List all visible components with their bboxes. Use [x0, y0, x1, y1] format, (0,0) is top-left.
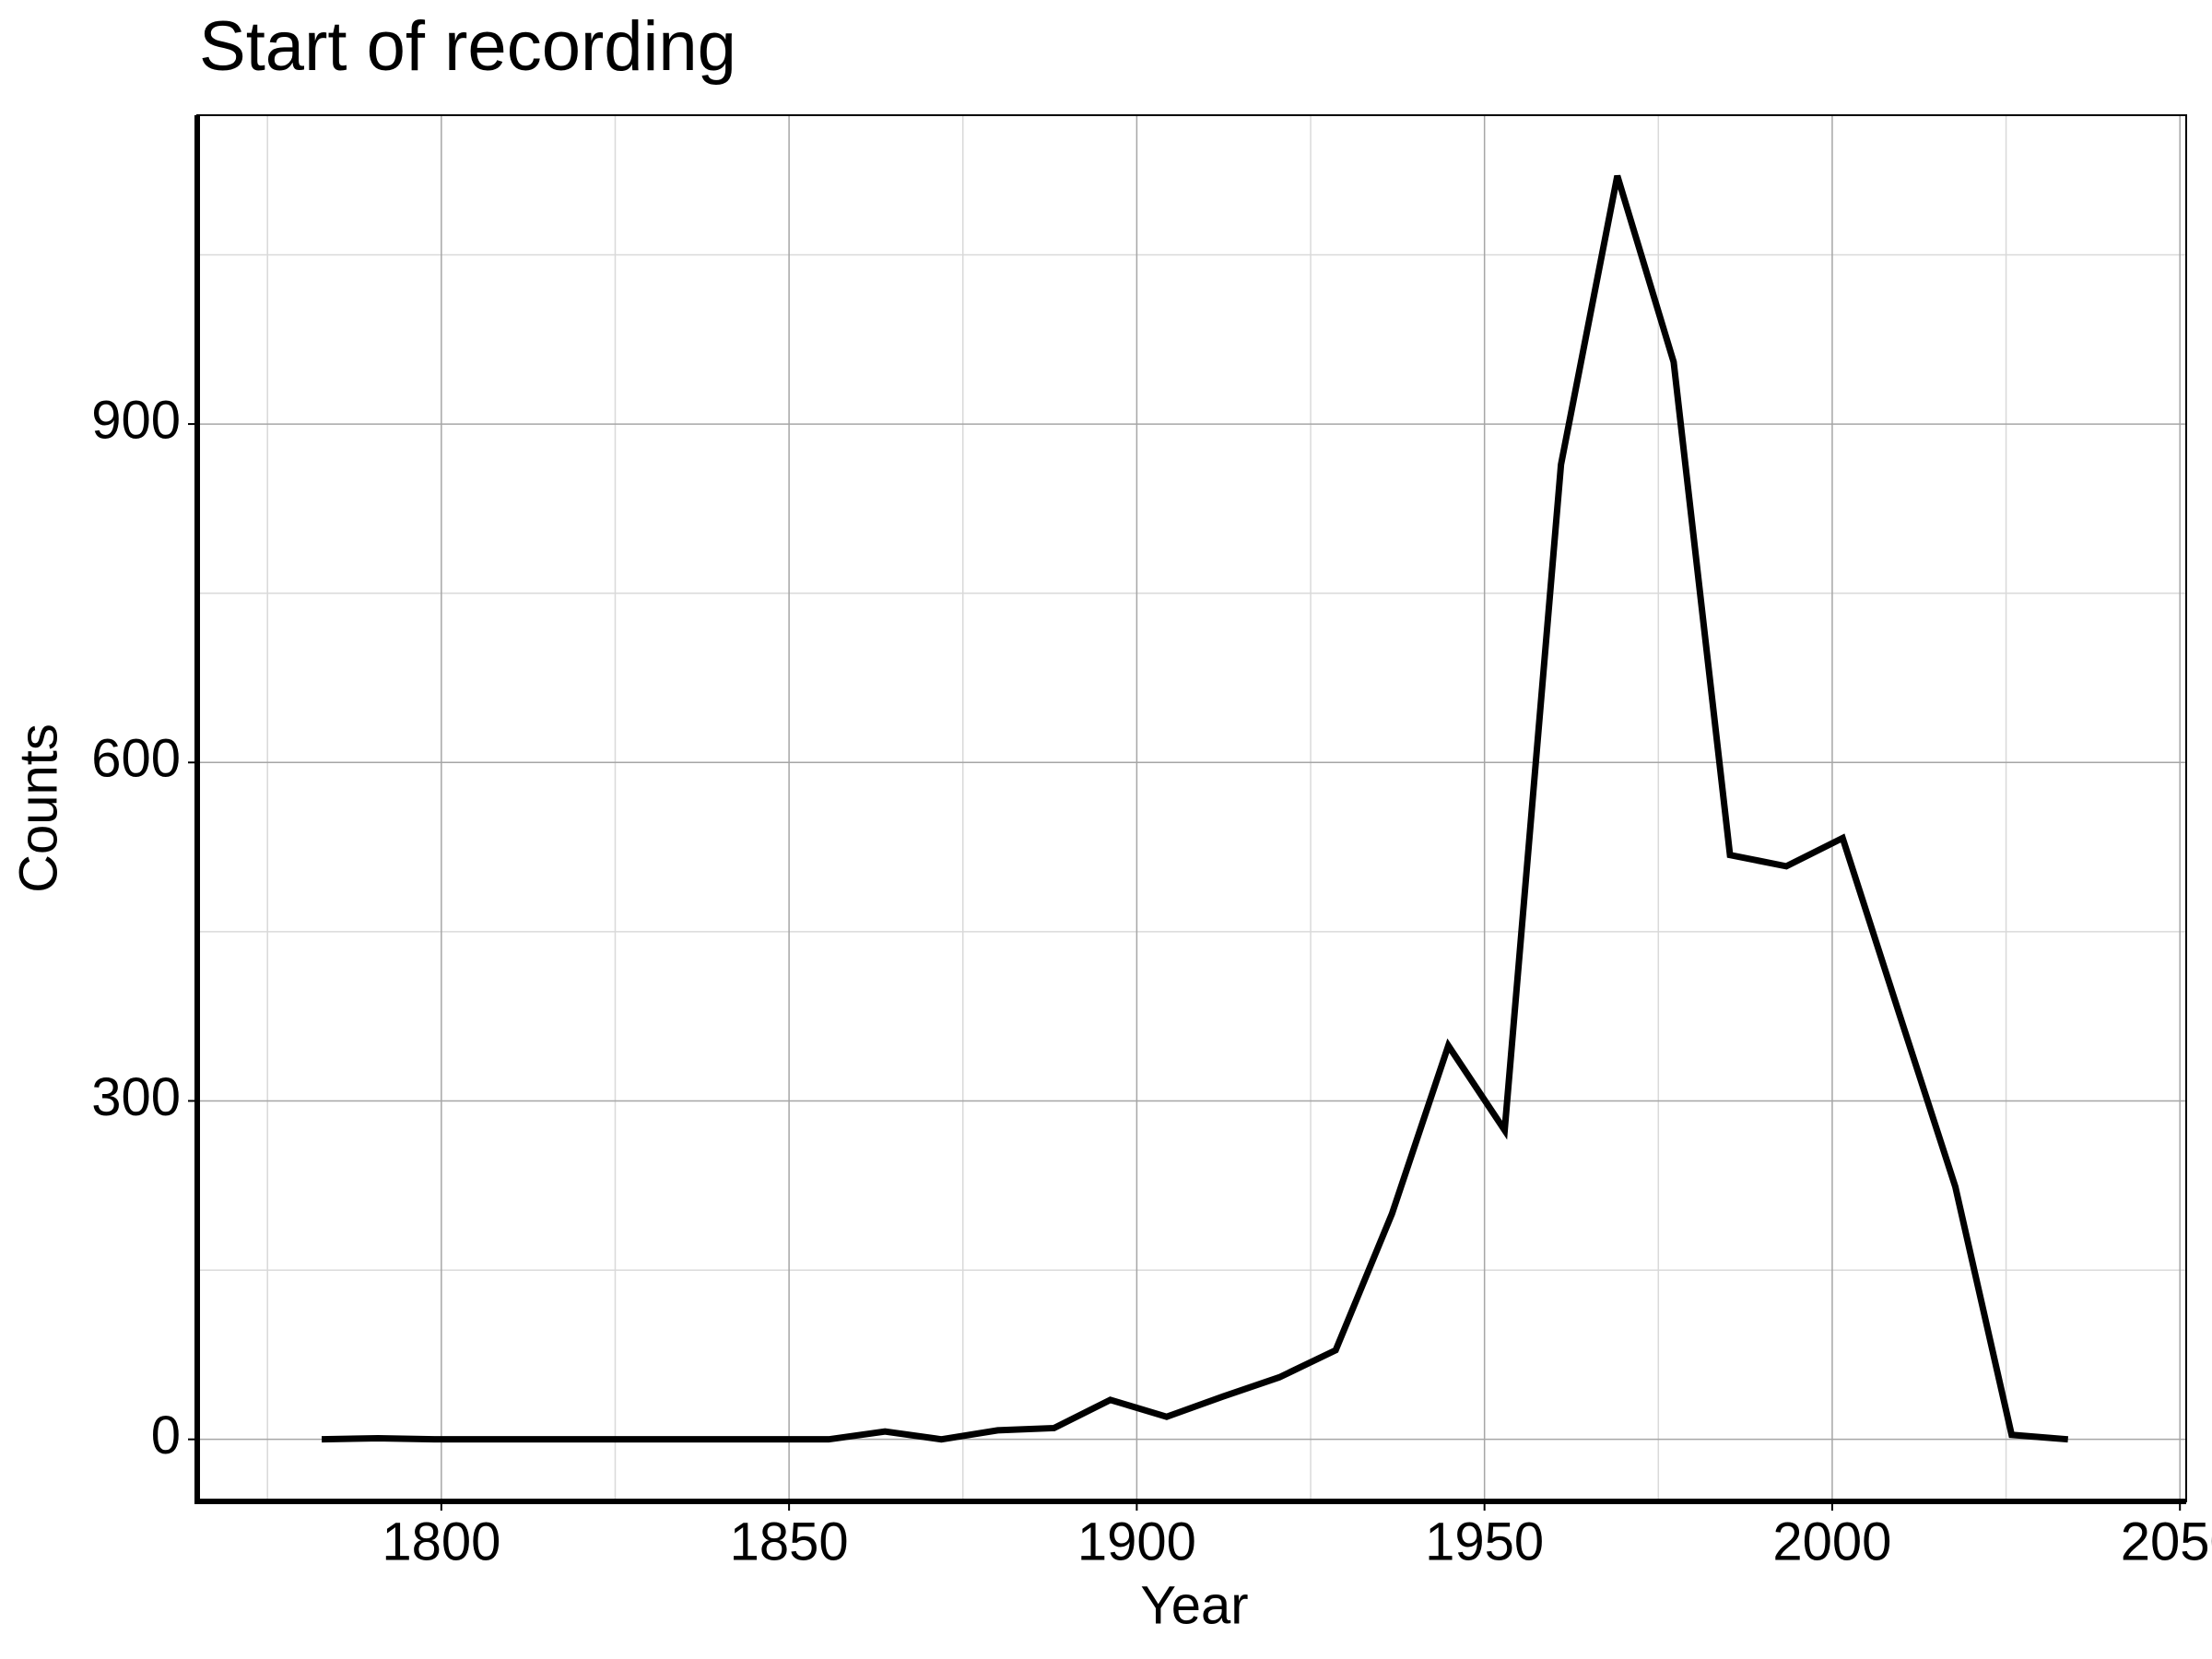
x-tick-label: 2000: [1772, 1512, 1891, 1571]
y-tick-label: 0: [151, 1406, 181, 1465]
y-axis-label: Counts: [8, 724, 68, 893]
plot-border: [196, 114, 2187, 1502]
x-tick-label: 1800: [382, 1512, 500, 1571]
y-tick-label: 900: [91, 390, 181, 450]
y-tick-label: 600: [91, 729, 181, 789]
data-line: [321, 174, 2069, 1443]
x-axis-label: Year: [1140, 1575, 1248, 1635]
x-tick-label: 1900: [1077, 1512, 1196, 1571]
x-tick-label: 1850: [730, 1512, 849, 1571]
chart-title: Start of recording: [199, 7, 736, 86]
x-tick-label: 1950: [1425, 1512, 1544, 1571]
y-tick-label: 300: [91, 1067, 181, 1127]
